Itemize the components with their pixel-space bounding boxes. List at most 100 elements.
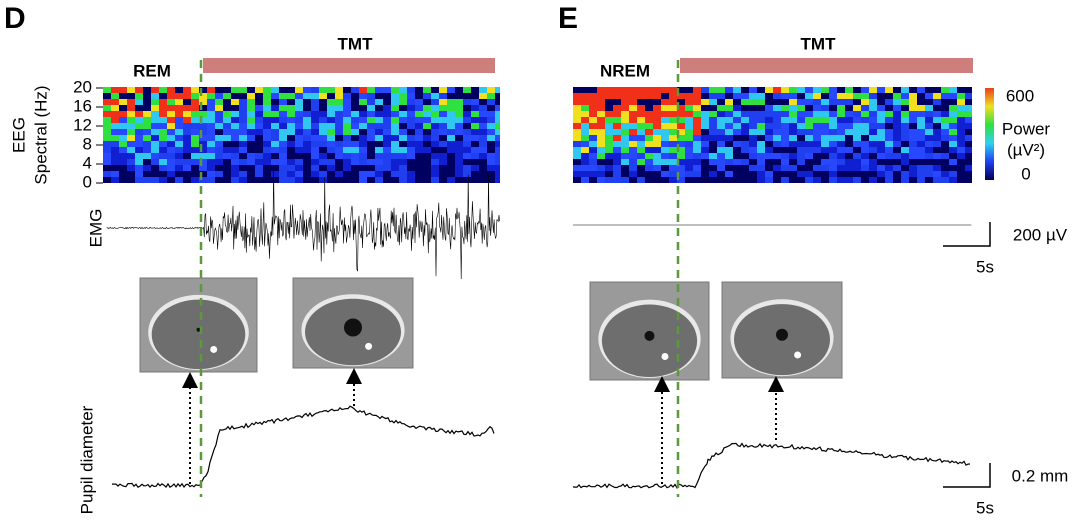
spectrogram-cell <box>573 135 581 141</box>
spectrogram-cell <box>701 141 709 147</box>
spectrogram-cell <box>367 87 375 93</box>
spectrogram-cell <box>837 177 845 183</box>
spectrogram-cell <box>343 105 351 111</box>
spectrogram-cell <box>685 153 693 159</box>
spectrogram-cell <box>247 93 255 99</box>
spectrogram-cell <box>319 153 327 159</box>
spectrogram-cell <box>893 87 901 93</box>
spectrogram-cell <box>765 123 773 129</box>
spectrogram-cell <box>949 171 957 177</box>
spectrogram-cell <box>837 93 845 99</box>
spectrogram-cell <box>215 105 223 111</box>
spectrogram-cell <box>375 147 383 153</box>
spectrogram-cell <box>239 111 247 117</box>
spectrogram-cell <box>845 177 853 183</box>
spectrogram-cell <box>917 123 925 129</box>
spectrogram-cell <box>335 117 343 123</box>
spectrogram-cell <box>447 171 455 177</box>
spectrogram-cell <box>597 135 605 141</box>
spectrogram-cell <box>375 153 383 159</box>
spectrogram-cell <box>853 117 861 123</box>
spectrogram-cell <box>103 171 111 177</box>
spectrogram-cell <box>605 105 613 111</box>
spectrogram-cell <box>957 87 965 93</box>
spectrogram-cell <box>733 153 741 159</box>
spectrogram-cell <box>295 111 303 117</box>
spectrogram-cell <box>351 165 359 171</box>
spectrogram-cell <box>877 165 885 171</box>
spectrogram-cell <box>391 177 399 183</box>
spectrogram-cell <box>231 117 239 123</box>
spectrogram-cell <box>813 99 821 105</box>
spectrogram-cell <box>901 123 909 129</box>
stimulus-label: TMT <box>801 34 837 53</box>
spectrogram-cell <box>677 123 685 129</box>
spectrogram-cell <box>813 159 821 165</box>
spectrogram-cell <box>495 153 500 159</box>
spectrogram-cell <box>183 93 191 99</box>
spectrogram-cell <box>431 165 439 171</box>
spectrogram-cell <box>343 165 351 171</box>
spectrogram-cell <box>781 159 789 165</box>
spectrogram-cell <box>231 123 239 129</box>
spectrogram-cell <box>613 105 621 111</box>
spectrogram-cell <box>669 123 677 129</box>
spectrogram-cell <box>741 159 749 165</box>
spectrogram-cell <box>733 141 741 147</box>
spectrogram <box>573 87 972 183</box>
spectrogram-cell <box>167 87 175 93</box>
spectrogram-cell <box>423 177 431 183</box>
spectrogram-cell <box>351 171 359 177</box>
spectrogram-cell <box>909 147 917 153</box>
spectrogram-cell <box>757 153 765 159</box>
spectrogram-cell <box>471 129 479 135</box>
spectrogram-cell <box>613 123 621 129</box>
spectrogram-cell <box>135 123 143 129</box>
spectrogram-cell <box>797 171 805 177</box>
spectrogram-cell <box>191 147 199 153</box>
spectrogram-cell <box>391 99 399 105</box>
spectrogram-cell <box>749 159 757 165</box>
spectrogram-cell <box>167 117 175 123</box>
spectrogram-cell <box>669 129 677 135</box>
spectrogram-cell <box>119 99 127 105</box>
spectrogram-cell <box>151 135 159 141</box>
spectrogram-cell <box>741 117 749 123</box>
spectrogram-cell <box>661 117 669 123</box>
spectrogram-cell <box>669 87 677 93</box>
spectrogram-cell <box>901 117 909 123</box>
spectrogram-cell <box>279 117 287 123</box>
spectrogram-cell <box>645 129 653 135</box>
spectrogram-cell <box>455 117 463 123</box>
spectrogram-cell <box>845 111 853 117</box>
spectrogram-cell <box>303 177 311 183</box>
spectrogram-cell <box>319 93 327 99</box>
spectrogram-cell <box>223 117 231 123</box>
spectrogram-cell <box>773 171 781 177</box>
spectrogram-cell <box>151 141 159 147</box>
spectrogram-cell <box>693 135 701 141</box>
spectrogram-cell <box>207 165 215 171</box>
spectrogram-cell <box>861 123 869 129</box>
spectrogram-cell <box>685 117 693 123</box>
spectrogram-cell <box>415 147 423 153</box>
spectrogram-cell <box>447 141 455 147</box>
spectrogram-cell <box>613 165 621 171</box>
spectrogram-cell <box>877 105 885 111</box>
spectrogram-cell <box>869 99 877 105</box>
spectrogram-cell <box>741 153 749 159</box>
spectrogram-cell <box>423 159 431 165</box>
spectrogram-cell <box>781 93 789 99</box>
spectrogram-cell <box>957 105 965 111</box>
spectrogram-cell <box>893 129 901 135</box>
spectrogram-cell <box>965 87 972 93</box>
spectrogram-cell <box>111 129 119 135</box>
spectrogram-cell <box>893 93 901 99</box>
spectrogram-cell <box>103 165 111 171</box>
spectrogram-cell <box>733 147 741 153</box>
spectrogram-cell <box>605 165 613 171</box>
spectrogram-cell <box>653 153 661 159</box>
spectrogram-cell <box>271 165 279 171</box>
spectrogram-cell <box>957 171 965 177</box>
spectrogram-cell <box>415 135 423 141</box>
